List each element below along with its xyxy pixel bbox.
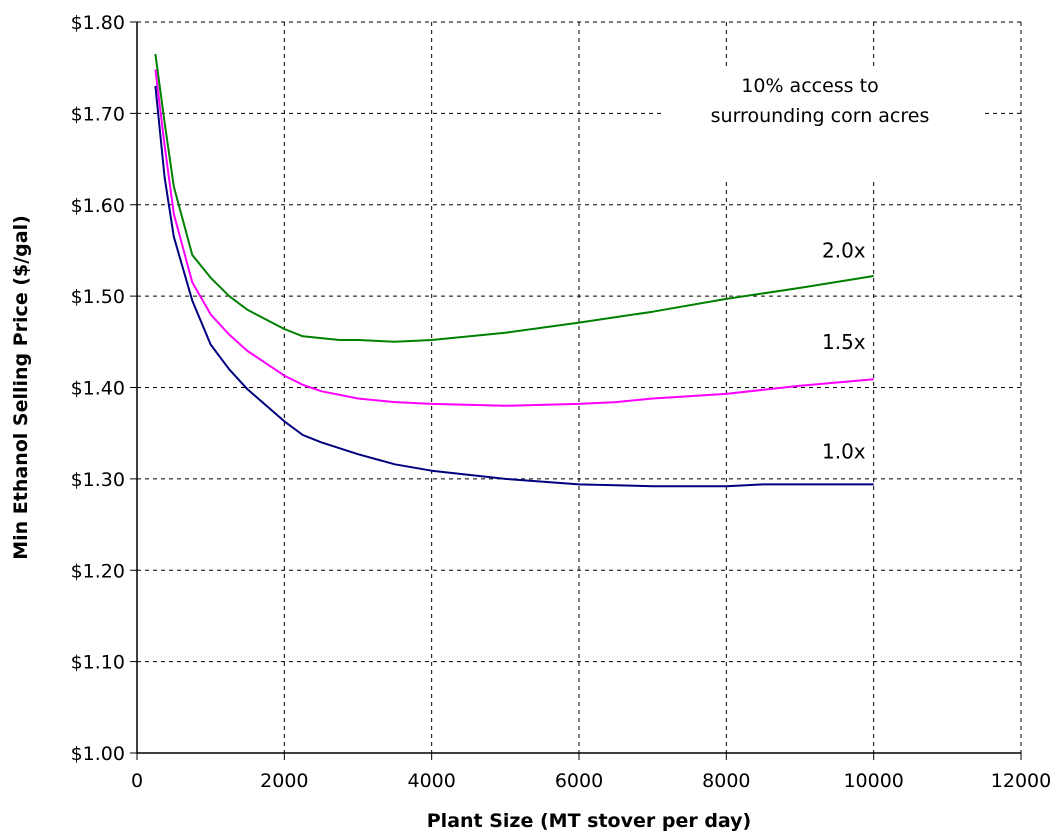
x-tick-label: 8000 [702,770,750,792]
x-tick-label: 12000 [991,770,1051,792]
series-line-1-0x [154,85,874,488]
y-tick-label: $1.80 [71,12,125,34]
series-label-1-0x: 1.0x [822,439,866,463]
series-label-1-5x: 1.5x [822,330,866,354]
y-tick-label: $1.70 [71,103,125,125]
y-tick-labels: $1.00 $1.10 $1.20 $1.30 $1.40 $1.50 $1.60 $1.70… [71,12,125,765]
y-tick-label: $1.40 [71,378,125,400]
x-tick-labels: 0 2000 4000 6000 8000 10000 12000 [131,770,1051,792]
annotation-line-2: surrounding corn acres [711,105,930,127]
x-tick-label: 0 [131,770,143,792]
x-tick-label: 10000 [843,770,903,792]
series-label-2-0x: 2.0x [822,238,866,262]
x-tick-label: 4000 [407,770,455,792]
y-tick-label: $1.30 [71,469,125,491]
y-tick-label: $1.00 [71,743,125,765]
series-labels: 2.0x 1.5x 1.0x [822,238,866,463]
y-axis-title: Min Ethanol Selling Price ($/gal) [10,215,32,560]
annotation-background [662,68,982,180]
x-tick-label: 6000 [555,770,603,792]
x-axis-title: Plant Size (MT stover per day) [427,810,751,832]
y-tick-label: $1.10 [71,652,125,674]
y-tick-label: $1.20 [71,560,125,582]
y-tick-label: $1.50 [71,286,125,308]
axes [130,21,1022,760]
series-line-2-0x [154,53,874,343]
series-line-1-5x [154,69,874,407]
annotation: 10% access to surrounding corn acres [662,68,982,180]
x-tick-label: 2000 [260,770,308,792]
series-lines [154,53,874,488]
annotation-line-1: 10% access to [741,75,878,97]
y-tick-label: $1.60 [71,195,125,217]
